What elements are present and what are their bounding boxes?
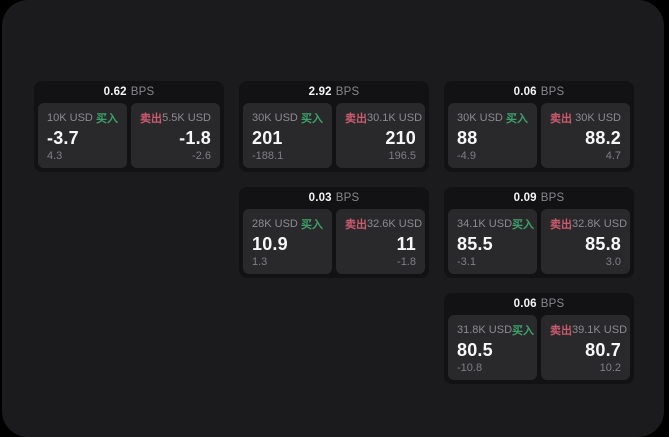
sell-amount: 32.8K USD [572, 218, 628, 230]
bps-unit-label: BPS [540, 86, 565, 98]
buy-quote-tile[interactable]: 31.8K USD 买入 80.5 -10.8 [448, 315, 537, 380]
spread-header: 0.03 BPS [243, 187, 425, 209]
buy-amount: 30K USD [457, 112, 503, 124]
sell-quote-tile[interactable]: 卖出 32.6K USD 11 -1.8 [336, 209, 425, 274]
buy-button[interactable]: 买入 [301, 113, 323, 125]
buy-quote-tile[interactable]: 30K USD 买入 88 -4.9 [448, 103, 537, 168]
sell-button[interactable]: 卖出 [550, 325, 572, 337]
sell-change: 4.7 [605, 150, 621, 162]
buy-amount: 34.1K USD [457, 218, 513, 230]
sell-amount: 5.5K USD [162, 112, 211, 124]
bps-unit-label: BPS [335, 86, 360, 98]
sell-amount: 39.1K USD [572, 324, 628, 336]
spread-value: 0.62 [103, 86, 127, 98]
bps-unit-label: BPS [540, 192, 565, 204]
sell-quote-tile[interactable]: 卖出 30.1K USD 210 196.5 [336, 103, 425, 168]
buy-quote-tile[interactable]: 10K USD 买入 -3.7 4.3 [38, 103, 127, 168]
spread-header: 0.62 BPS [38, 81, 220, 103]
buy-button[interactable]: 买入 [301, 219, 323, 231]
buy-button[interactable]: 买入 [512, 325, 535, 337]
buy-button[interactable]: 买入 [96, 113, 118, 125]
spread-header: 0.06 BPS [448, 293, 630, 315]
sell-quote-tile[interactable]: 卖出 30K USD 88.2 4.7 [541, 103, 630, 168]
sell-change: -1.8 [397, 256, 416, 268]
spread-header: 2.92 BPS [243, 81, 425, 103]
sell-price: 80.7 [585, 340, 621, 360]
buy-quote-tile[interactable]: 28K USD 买入 10.9 1.3 [243, 209, 332, 274]
buy-change: -10.8 [457, 362, 483, 374]
sell-button[interactable]: 卖出 [550, 219, 572, 231]
spread-value: 0.09 [513, 192, 537, 204]
buy-price: 10.9 [252, 234, 288, 254]
sell-button[interactable]: 卖出 [140, 113, 162, 125]
sell-quote-tile[interactable]: 卖出 32.8K USD 85.8 3.0 [541, 209, 630, 274]
sell-amount: 30.1K USD [367, 112, 423, 124]
sell-change: 10.2 [599, 362, 621, 374]
buy-price: 85.5 [457, 234, 493, 254]
sell-quote-tile[interactable]: 卖出 39.1K USD 80.7 10.2 [541, 315, 630, 380]
buy-quote-tile[interactable]: 30K USD 买入 201 -188.1 [243, 103, 332, 168]
bps-unit-label: BPS [540, 298, 565, 310]
quote-card: 0.03 BPS 28K USD 买入 10.9 1.3 卖出 32.6K US… [239, 187, 429, 278]
buy-price: 88 [457, 128, 478, 148]
bps-unit-label: BPS [335, 192, 360, 204]
buy-change: -3.1 [457, 256, 476, 268]
quote-card: 0.06 BPS 31.8K USD 买入 80.5 -10.8 卖出 39.1… [444, 293, 634, 384]
quote-card: 2.92 BPS 30K USD 买入 201 -188.1 卖出 30.1K … [239, 81, 429, 172]
bps-unit-label: BPS [130, 86, 155, 98]
buy-quote-tile[interactable]: 34.1K USD 买入 85.5 -3.1 [448, 209, 537, 274]
buy-price: -3.7 [47, 128, 79, 148]
sell-price: 210 [385, 128, 416, 148]
sell-change: 196.5 [388, 150, 416, 162]
spread-value: 0.03 [308, 192, 332, 204]
sell-price: 11 [396, 234, 416, 254]
spread-value: 2.92 [308, 86, 332, 98]
spread-value: 0.06 [513, 298, 537, 310]
buy-amount: 10K USD [47, 112, 93, 124]
sell-change: 3.0 [605, 256, 621, 268]
buy-change: -4.9 [457, 150, 476, 162]
buy-change: 4.3 [47, 150, 63, 162]
sell-change: -2.6 [192, 150, 211, 162]
quote-card: 0.09 BPS 34.1K USD 买入 85.5 -3.1 卖出 32.8K… [444, 187, 634, 278]
sell-price: -1.8 [179, 128, 211, 148]
sell-button[interactable]: 卖出 [345, 219, 367, 231]
buy-amount: 31.8K USD [457, 324, 513, 336]
buy-amount: 28K USD [252, 218, 298, 230]
buy-price: 201 [252, 128, 283, 148]
sell-amount: 32.6K USD [367, 218, 423, 230]
buy-price: 80.5 [457, 340, 493, 360]
buy-button[interactable]: 买入 [512, 219, 535, 231]
quote-card: 0.62 BPS 10K USD 买入 -3.7 4.3 卖出 5.5K USD… [34, 81, 224, 172]
quote-card: 0.06 BPS 30K USD 买入 88 -4.9 卖出 30K USD 8… [444, 81, 634, 172]
spread-value: 0.06 [513, 86, 537, 98]
buy-change: 1.3 [252, 256, 268, 268]
sell-button[interactable]: 卖出 [345, 113, 367, 125]
sell-price: 85.8 [585, 234, 621, 254]
buy-amount: 30K USD [252, 112, 298, 124]
sell-amount: 30K USD [575, 112, 621, 124]
buy-button[interactable]: 买入 [506, 113, 528, 125]
sell-button[interactable]: 卖出 [550, 113, 572, 125]
buy-change: -188.1 [252, 150, 284, 162]
spread-header: 0.06 BPS [448, 81, 630, 103]
sell-quote-tile[interactable]: 卖出 5.5K USD -1.8 -2.6 [131, 103, 220, 168]
sell-price: 88.2 [585, 128, 621, 148]
spread-header: 0.09 BPS [448, 187, 630, 209]
